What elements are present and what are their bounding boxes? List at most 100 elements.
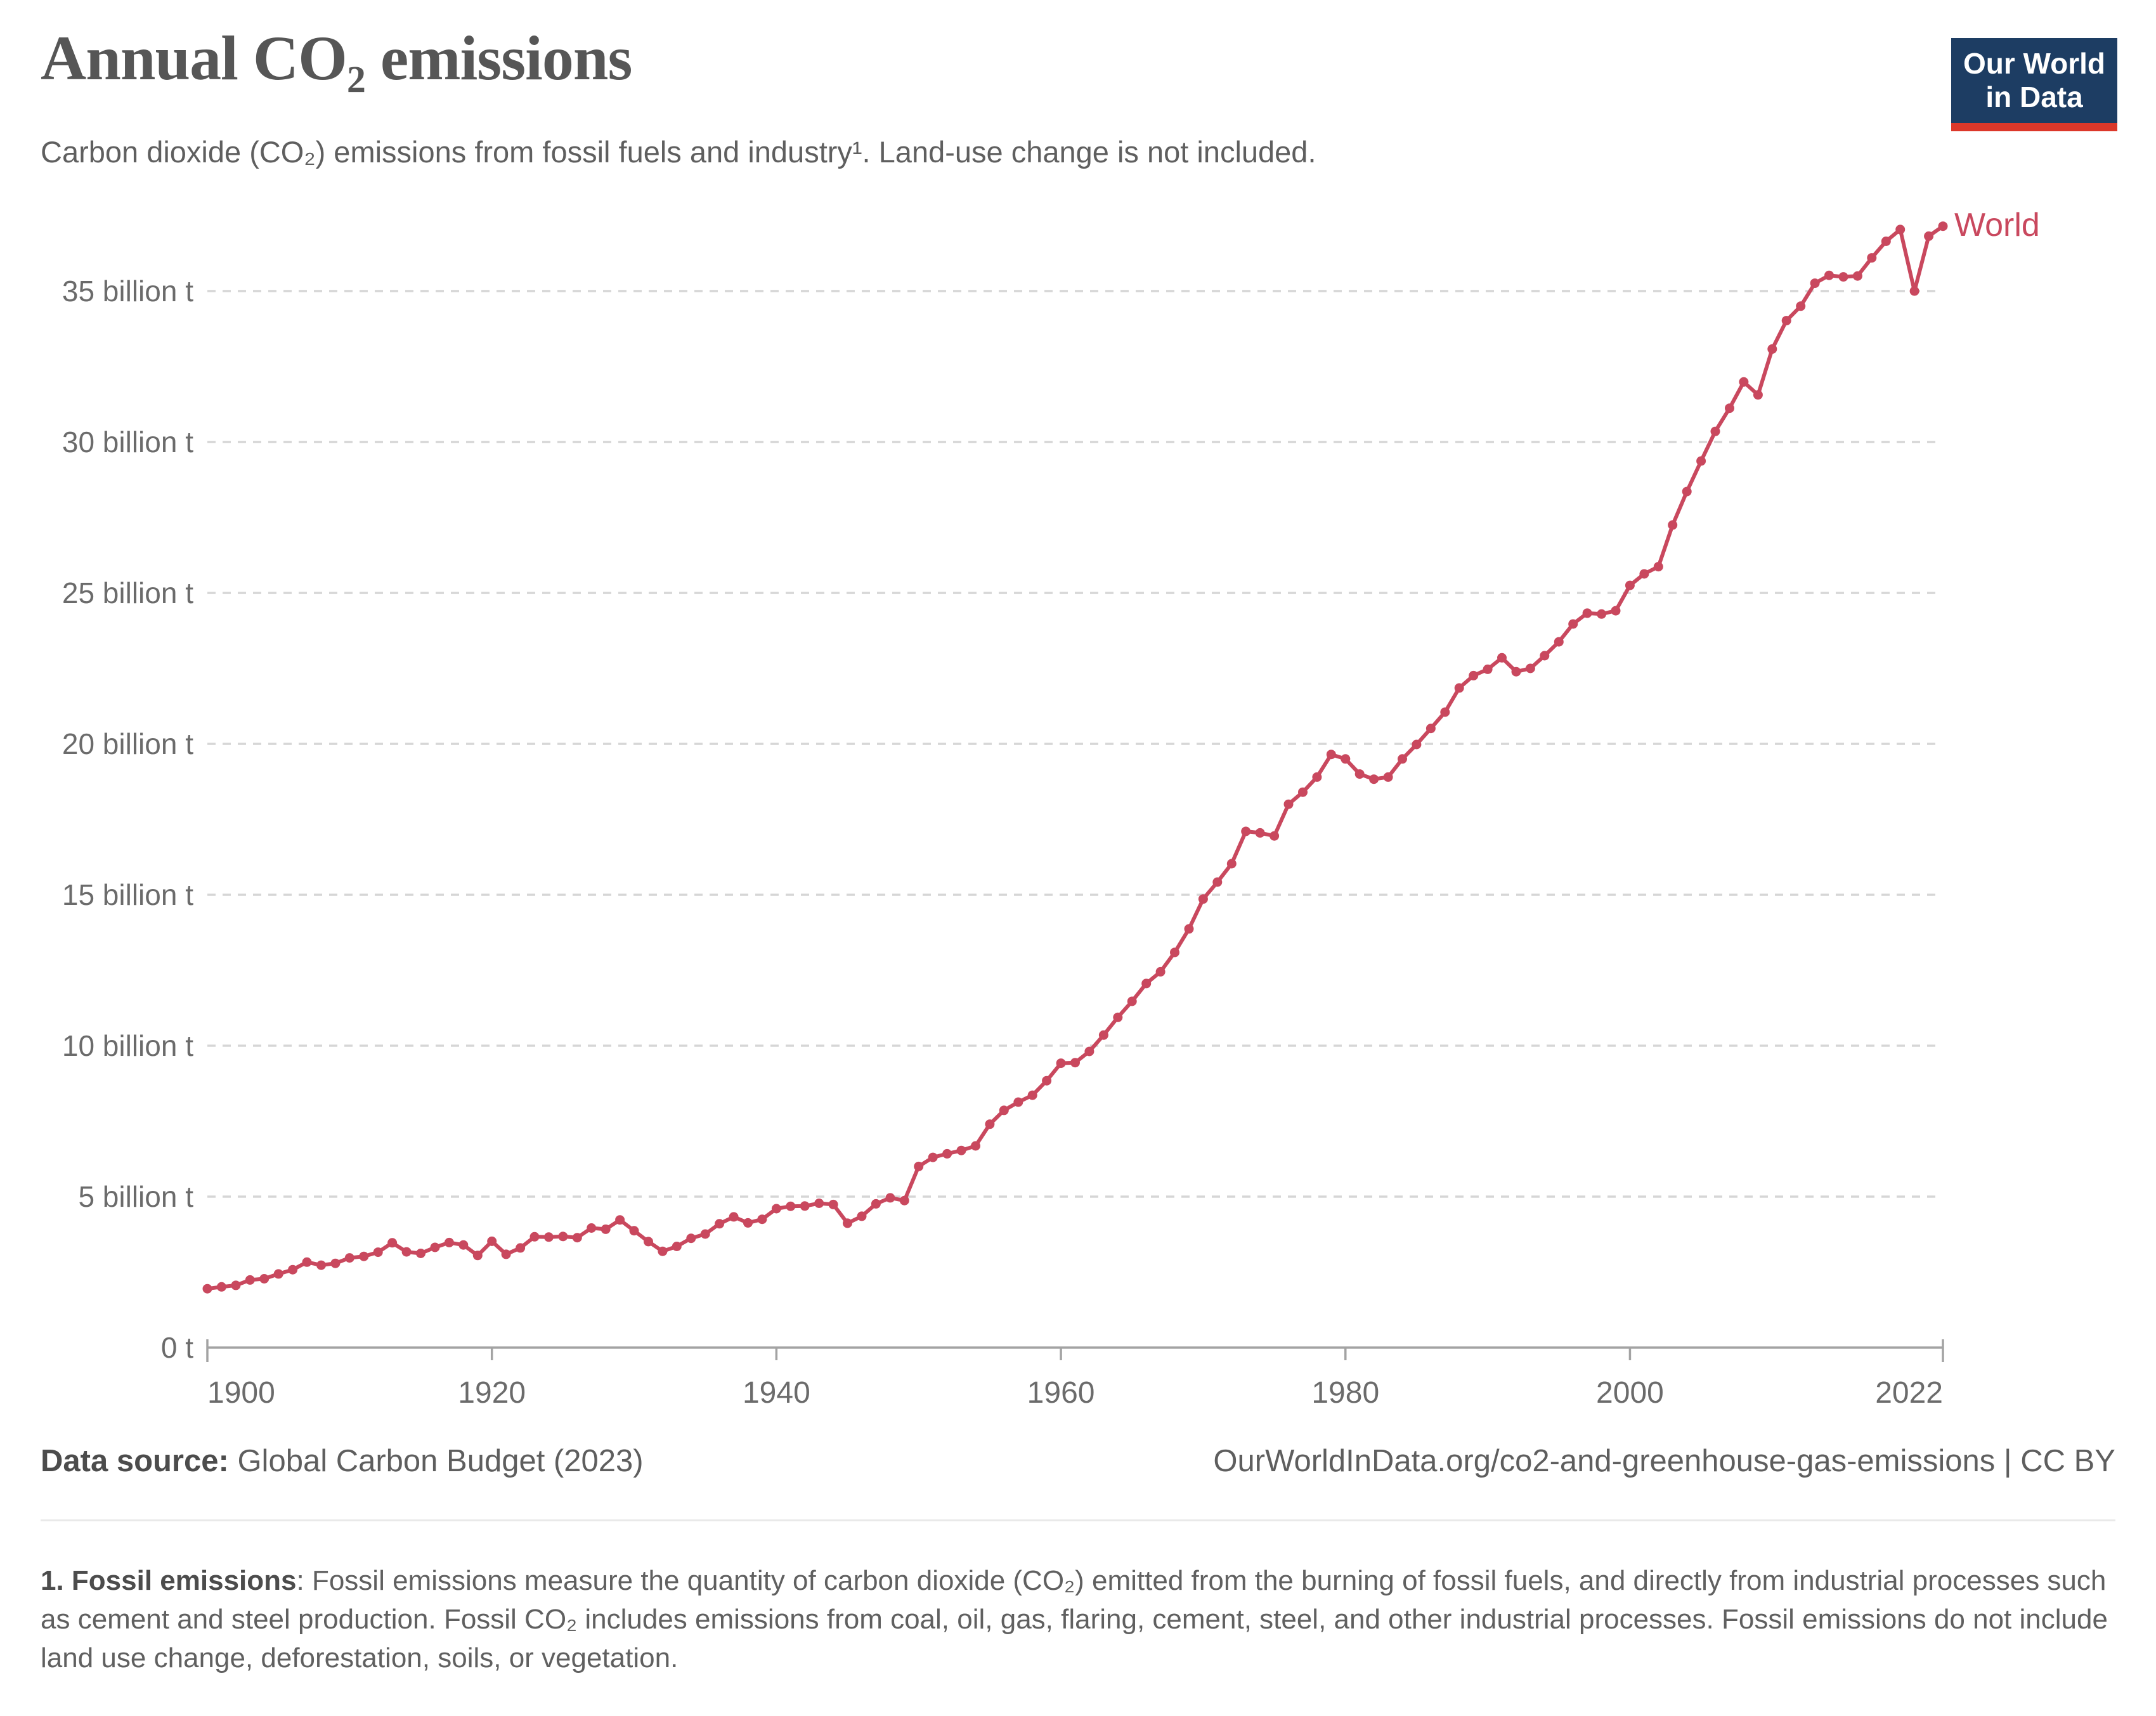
data-point-world-1970[interactable]: [1198, 894, 1208, 904]
data-point-world-2015[interactable]: [1838, 272, 1848, 282]
data-point-world-1979[interactable]: [1326, 750, 1336, 760]
data-point-world-1902[interactable]: [231, 1280, 241, 1290]
data-point-world-1997[interactable]: [1582, 608, 1592, 618]
data-point-world-1985[interactable]: [1412, 739, 1422, 750]
data-point-world-1921[interactable]: [501, 1249, 511, 1259]
data-point-world-2004[interactable]: [1682, 486, 1692, 497]
data-point-world-2022[interactable]: [1938, 221, 1948, 231]
owid-link[interactable]: OurWorldInData.org/co2-and-greenhouse-ga…: [1213, 1444, 2115, 1478]
data-point-world-1919[interactable]: [472, 1251, 483, 1261]
data-point-world-2007[interactable]: [1725, 403, 1734, 413]
data-point-world-1917[interactable]: [444, 1237, 454, 1247]
data-point-world-1968[interactable]: [1170, 947, 1179, 958]
data-point-world-1954[interactable]: [971, 1141, 980, 1151]
data-point-world-2009[interactable]: [1753, 390, 1763, 400]
data-point-world-1951[interactable]: [928, 1152, 938, 1162]
data-point-world-1978[interactable]: [1312, 772, 1322, 782]
data-point-world-1939[interactable]: [757, 1214, 767, 1225]
data-point-world-1903[interactable]: [245, 1275, 255, 1285]
data-point-world-1935[interactable]: [700, 1229, 710, 1239]
data-point-world-1959[interactable]: [1042, 1076, 1052, 1086]
owid-logo[interactable]: Our World in Data: [1951, 38, 2117, 131]
data-point-world-1975[interactable]: [1270, 831, 1280, 841]
data-point-world-1931[interactable]: [644, 1237, 653, 1247]
data-point-world-1967[interactable]: [1155, 966, 1166, 977]
data-point-world-1949[interactable]: [899, 1195, 909, 1206]
data-point-world-1966[interactable]: [1141, 978, 1152, 989]
data-point-world-1982[interactable]: [1369, 774, 1379, 784]
data-point-world-1998[interactable]: [1597, 609, 1607, 619]
data-point-world-2020[interactable]: [1909, 286, 1919, 296]
data-point-world-1996[interactable]: [1568, 619, 1578, 629]
data-point-world-2008[interactable]: [1739, 377, 1749, 387]
data-point-world-1986[interactable]: [1425, 724, 1436, 734]
data-point-world-1910[interactable]: [344, 1253, 354, 1263]
data-point-world-1960[interactable]: [1056, 1058, 1066, 1069]
data-point-world-1950[interactable]: [914, 1161, 924, 1171]
data-point-world-1918[interactable]: [458, 1240, 469, 1250]
data-point-world-1922[interactable]: [516, 1243, 526, 1253]
data-point-world-1916[interactable]: [430, 1242, 440, 1252]
data-point-world-1957[interactable]: [1013, 1097, 1023, 1107]
data-point-world-1964[interactable]: [1113, 1012, 1123, 1022]
data-point-world-1952[interactable]: [942, 1148, 952, 1159]
data-point-world-1928[interactable]: [601, 1224, 611, 1234]
series-line-world[interactable]: [205, 224, 1945, 1291]
data-point-world-1932[interactable]: [658, 1246, 668, 1256]
data-point-world-2016[interactable]: [1852, 271, 1862, 281]
data-point-world-1923[interactable]: [529, 1232, 540, 1242]
data-point-world-2001[interactable]: [1639, 569, 1649, 579]
data-point-world-1995[interactable]: [1554, 637, 1564, 647]
data-point-world-1901[interactable]: [216, 1282, 226, 1292]
data-point-world-2006[interactable]: [1710, 426, 1720, 436]
data-point-world-1938[interactable]: [743, 1218, 753, 1228]
data-point-world-1904[interactable]: [259, 1274, 270, 1284]
data-point-world-1945[interactable]: [843, 1218, 852, 1228]
data-point-world-2002[interactable]: [1653, 562, 1663, 572]
data-point-world-1948[interactable]: [885, 1193, 895, 1203]
data-point-world-1994[interactable]: [1540, 651, 1550, 661]
data-point-world-1963[interactable]: [1098, 1030, 1108, 1040]
data-point-world-1981[interactable]: [1354, 769, 1365, 779]
data-point-world-1958[interactable]: [1027, 1090, 1037, 1100]
data-point-world-1974[interactable]: [1255, 828, 1265, 838]
data-point-world-1907[interactable]: [302, 1257, 312, 1267]
data-point-world-2005[interactable]: [1696, 456, 1706, 466]
data-point-world-1955[interactable]: [985, 1119, 995, 1129]
data-point-world-1936[interactable]: [715, 1219, 725, 1229]
data-point-world-1956[interactable]: [999, 1105, 1009, 1115]
data-point-world-1941[interactable]: [786, 1201, 796, 1211]
data-point-world-1989[interactable]: [1469, 670, 1479, 680]
data-point-world-1934[interactable]: [686, 1233, 696, 1244]
data-point-world-2000[interactable]: [1625, 580, 1635, 590]
data-point-world-1900[interactable]: [202, 1284, 212, 1294]
data-point-world-2018[interactable]: [1881, 237, 1891, 246]
data-point-world-1942[interactable]: [800, 1201, 810, 1211]
data-point-world-2019[interactable]: [1895, 224, 1906, 235]
data-point-world-2021[interactable]: [1924, 231, 1934, 241]
data-point-world-1929[interactable]: [615, 1215, 625, 1225]
data-point-world-2017[interactable]: [1867, 253, 1877, 263]
data-point-world-1927[interactable]: [587, 1223, 597, 1233]
data-point-world-1969[interactable]: [1184, 924, 1194, 934]
data-point-world-1943[interactable]: [814, 1199, 824, 1208]
data-point-world-1944[interactable]: [828, 1199, 838, 1209]
data-point-world-2012[interactable]: [1796, 301, 1806, 311]
data-point-world-1962[interactable]: [1084, 1046, 1094, 1056]
data-point-world-1983[interactable]: [1383, 772, 1393, 782]
data-point-world-1930[interactable]: [629, 1226, 639, 1236]
data-point-world-1965[interactable]: [1127, 996, 1137, 1006]
series-label-world[interactable]: World: [1954, 207, 2040, 244]
data-point-world-1912[interactable]: [373, 1247, 383, 1258]
data-point-world-2013[interactable]: [1810, 278, 1820, 289]
data-point-world-2010[interactable]: [1767, 344, 1777, 354]
data-point-world-2011[interactable]: [1781, 316, 1791, 326]
data-point-world-1920[interactable]: [487, 1236, 497, 1246]
data-point-world-1940[interactable]: [771, 1204, 781, 1214]
data-point-world-1925[interactable]: [558, 1232, 568, 1242]
data-point-world-1937[interactable]: [729, 1212, 739, 1222]
data-point-world-1999[interactable]: [1611, 606, 1621, 616]
data-point-world-1977[interactable]: [1298, 787, 1308, 797]
data-point-world-1913[interactable]: [387, 1238, 398, 1248]
data-point-world-1909[interactable]: [330, 1258, 341, 1268]
